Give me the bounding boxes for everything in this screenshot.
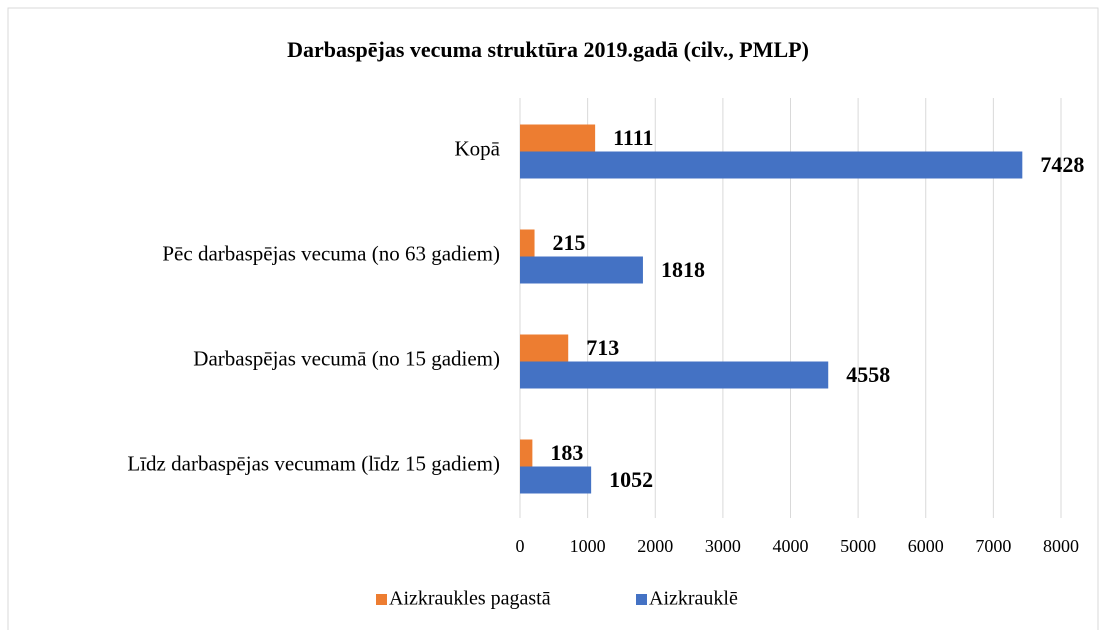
data-label: 1052	[609, 467, 653, 492]
bar	[520, 124, 596, 152]
chart-border	[7, 7, 1099, 630]
bar	[520, 334, 569, 362]
bar	[520, 229, 535, 257]
x-tick-label: 7000	[975, 536, 1011, 556]
data-label: 4558	[846, 362, 890, 387]
data-label: 7428	[1040, 152, 1084, 177]
legend-label: Aizkrauklē	[649, 588, 738, 610]
y-tick-label: Pēc darbaspējas vecuma (no 63 gadiem)	[162, 241, 500, 265]
x-tick-label: 4000	[773, 536, 809, 556]
legend-label: Aizkraukles pagastā	[389, 588, 551, 610]
x-tick-label: 6000	[908, 536, 944, 556]
bar	[520, 256, 643, 284]
x-tick-label: 8000	[1043, 536, 1079, 556]
x-tick-label: 0	[516, 536, 525, 556]
y-tick-label: Kopā	[455, 136, 501, 160]
bar	[520, 439, 533, 467]
data-label: 1818	[661, 257, 705, 282]
legend-swatch	[636, 594, 647, 605]
bar	[520, 466, 592, 494]
data-label: 215	[553, 230, 586, 255]
data-label: 1111	[613, 125, 653, 150]
data-label: 713	[586, 335, 619, 360]
bar	[520, 361, 829, 389]
x-tick-label: 3000	[705, 536, 741, 556]
legend-swatch	[376, 594, 387, 605]
bar	[520, 151, 1023, 179]
x-tick-label: 1000	[570, 536, 606, 556]
chart-title: Darbaspējas vecuma struktūra 2019.gadā (…	[287, 37, 809, 62]
x-tick-label: 2000	[637, 536, 673, 556]
data-label: 183	[550, 440, 583, 465]
y-tick-label: Darbaspējas vecumā (no 15 gadiem)	[193, 346, 500, 370]
y-tick-label: Līdz darbaspējas vecumam (līdz 15 gadiem…	[127, 451, 500, 475]
x-tick-label: 5000	[840, 536, 876, 556]
